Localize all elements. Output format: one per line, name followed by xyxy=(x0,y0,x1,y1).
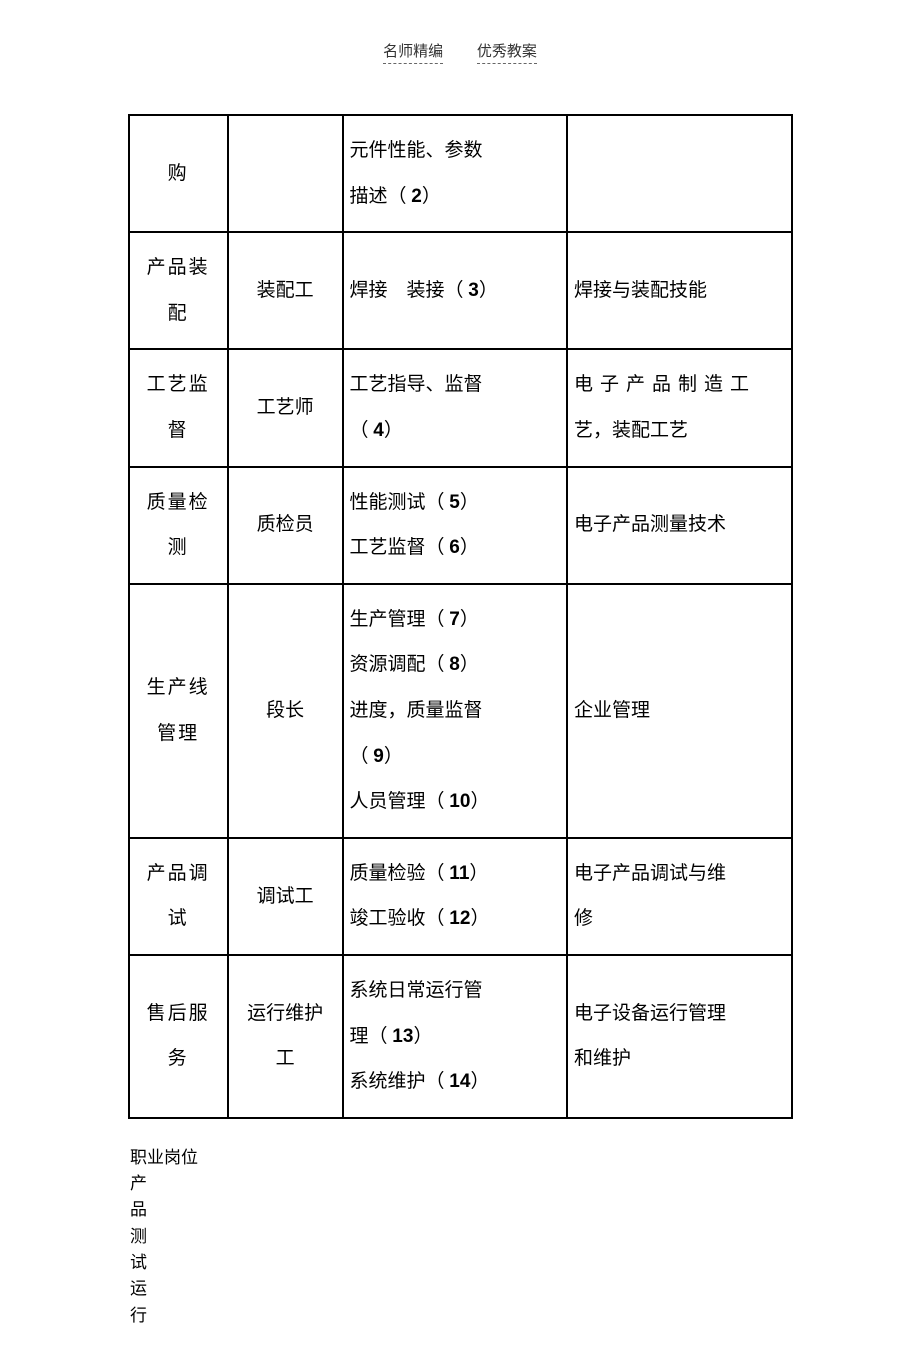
header-left-text: 名师精编 xyxy=(383,40,443,64)
cell-c3: 系统日常运行管理（ 13）系统维护（ 14） xyxy=(343,955,567,1118)
vertical-char: 品 xyxy=(130,1197,920,1223)
table-row: 生产线管理 段长 生产管理（ 7）资源调配（ 8）进度，质量监督（ 9）人员管理… xyxy=(129,584,792,838)
vertical-char: 试 xyxy=(130,1250,920,1276)
cell-text: 段长 xyxy=(266,700,304,721)
cell-c4: 电子产品测量技术 xyxy=(567,467,792,584)
cell-c3: 元件性能、参数描述（ 2） xyxy=(343,115,567,232)
cell-c2: 调试工 xyxy=(228,838,343,955)
cell-c2: 质检员 xyxy=(228,467,343,584)
vertical-char: 产 xyxy=(130,1171,920,1197)
cell-c3: 生产管理（ 7）资源调配（ 8）进度，质量监督（ 9）人员管理（ 10） xyxy=(343,584,567,838)
cell-c1: 生产线管理 xyxy=(129,584,228,838)
cell-c2 xyxy=(228,115,343,232)
cell-c3: 工艺指导、监督（ 4） xyxy=(343,349,567,466)
table-row: 购 元件性能、参数描述（ 2） xyxy=(129,115,792,232)
vertical-char-list: 产 品 测 试 运 行 xyxy=(130,1171,920,1329)
cell-c4: 电子产品调试与维修 xyxy=(567,838,792,955)
cell-c2: 工艺师 xyxy=(228,349,343,466)
cell-c1: 购 xyxy=(129,115,228,232)
table-row: 产品装配 装配工 焊接 装接（ 3） 焊接与装配技能 xyxy=(129,232,792,349)
cell-c1: 产品装配 xyxy=(129,232,228,349)
table-row: 产品调试 调试工 质量检验（ 11）竣工验收（ 12） 电子产品调试与维修 xyxy=(129,838,792,955)
cell-c4: 电子设备运行管理和维护 xyxy=(567,955,792,1118)
cell-c2: 段长 xyxy=(228,584,343,838)
cell-c3: 性能测试（ 5）工艺监督（ 6） xyxy=(343,467,567,584)
cell-text: 电子产品测量技术 xyxy=(574,514,726,535)
cell-text: 焊接与装配技能 xyxy=(574,280,707,301)
table-row: 工艺监督 工艺师 工艺指导、监督（ 4） 电子产品制造工艺，装配工艺 xyxy=(129,349,792,466)
cell-text: 企业管理 xyxy=(574,700,650,721)
bottom-section: 职业岗位 产 品 测 试 运 行 xyxy=(130,1144,920,1329)
cell-text: 装配工 xyxy=(257,280,314,301)
header-right-text: 优秀教案 xyxy=(477,40,537,64)
cell-c4: 焊接与装配技能 xyxy=(567,232,792,349)
bottom-title: 职业岗位 xyxy=(130,1144,920,1171)
cell-text: 工艺师 xyxy=(257,397,314,418)
cell-c2: 装配工 xyxy=(228,232,343,349)
table-row: 质量检测 质检员 性能测试（ 5）工艺监督（ 6） 电子产品测量技术 xyxy=(129,467,792,584)
cell-text: 购 xyxy=(168,163,189,184)
cell-c4 xyxy=(567,115,792,232)
cell-c1: 产品调试 xyxy=(129,838,228,955)
cell-c1: 工艺监督 xyxy=(129,349,228,466)
cell-c4: 企业管理 xyxy=(567,584,792,838)
cell-c2: 运行维护工 xyxy=(228,955,343,1118)
vertical-char: 行 xyxy=(130,1303,920,1329)
job-table: 购 元件性能、参数描述（ 2） 产品装配 装配工 焊接 装接（ 3） 焊接与装配… xyxy=(128,114,793,1119)
cell-c3: 焊接 装接（ 3） xyxy=(343,232,567,349)
cell-c4: 电子产品制造工艺，装配工艺 xyxy=(567,349,792,466)
cell-c3: 质量检验（ 11）竣工验收（ 12） xyxy=(343,838,567,955)
cell-text: 调试工 xyxy=(257,886,314,907)
cell-text: 质检员 xyxy=(257,514,314,535)
cell-c1: 质量检测 xyxy=(129,467,228,584)
vertical-char: 运 xyxy=(130,1276,920,1302)
table-row: 售后服务 运行维护工 系统日常运行管理（ 13）系统维护（ 14） 电子设备运行… xyxy=(129,955,792,1118)
vertical-char: 测 xyxy=(130,1224,920,1250)
cell-c1: 售后服务 xyxy=(129,955,228,1118)
page-header: 名师精编 优秀教案 xyxy=(0,40,920,64)
